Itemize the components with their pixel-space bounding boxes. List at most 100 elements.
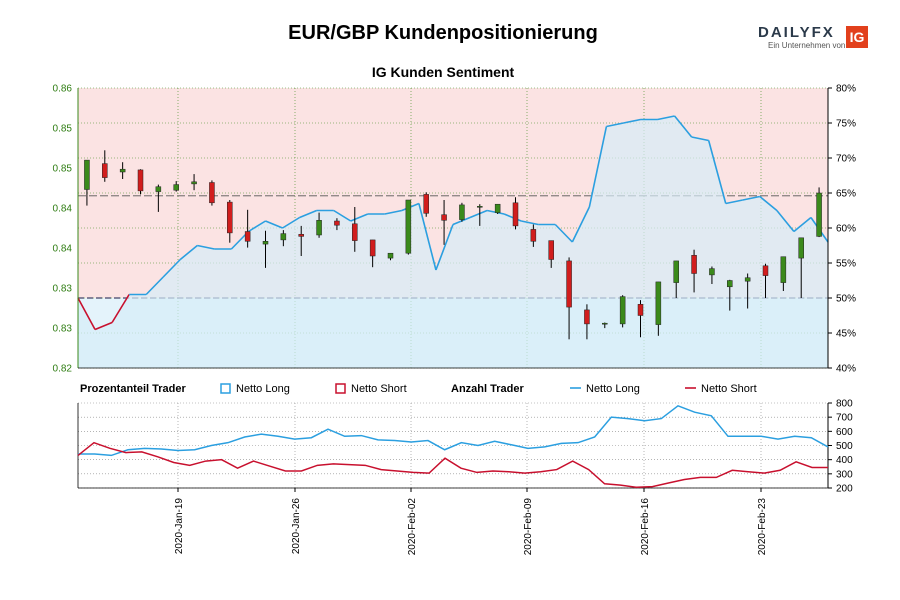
legend-short-box xyxy=(335,383,346,394)
chart-title: EUR/GBP Kundenpositionierung xyxy=(288,22,598,44)
sentiment-segment xyxy=(725,199,743,205)
percent-tick-label: 45% xyxy=(836,329,856,340)
x-axis-labels: 2020-Jan-19 2020-Jan-26 2020-Feb-02 2020-Fe… xyxy=(174,488,768,555)
candle-body xyxy=(173,184,179,191)
candle-body xyxy=(84,159,90,190)
count-tick-label: 400 xyxy=(836,455,853,466)
candle-body xyxy=(798,237,804,259)
candle-body xyxy=(548,240,554,260)
count-tick-label: 300 xyxy=(836,469,853,480)
candle-body xyxy=(298,234,304,237)
sentiment-segment xyxy=(333,209,352,222)
sentiment-segment xyxy=(606,122,624,128)
sentiment-segment xyxy=(571,206,591,243)
percent-tick-label: 55% xyxy=(836,259,856,270)
sentiment-segment xyxy=(94,321,113,331)
count-tick-label: 600 xyxy=(836,427,853,438)
legend-count-long-label: Netto Long xyxy=(586,383,640,395)
candle-body xyxy=(334,220,340,226)
sentiment-segment xyxy=(418,203,437,271)
chart-subtitle: IG Kunden Sentiment xyxy=(371,64,515,80)
legend-count-header: Anzahl Trader xyxy=(451,383,524,395)
count-short-line xyxy=(77,441,828,489)
sentiment-segment xyxy=(179,244,198,261)
sentiment-segment xyxy=(384,209,403,215)
sentiment-segment xyxy=(742,195,760,201)
legend-long-box xyxy=(220,383,231,394)
axes: 0.86 0.85 0.85 0.84 0.84 0.83 0.83 0.82 80% 75% 70… xyxy=(53,84,857,375)
candle-body xyxy=(155,186,162,192)
price-tick-label: 0.82 xyxy=(53,364,73,375)
x-tick-label: 2020-Feb-23 xyxy=(757,498,768,556)
candle-body xyxy=(691,255,697,274)
candles xyxy=(84,150,822,340)
candle-body xyxy=(637,304,644,316)
candle-body xyxy=(673,260,679,283)
candle-body xyxy=(816,192,822,237)
candle-body xyxy=(512,202,519,227)
sentiment-segment xyxy=(521,220,539,226)
legend-count-short-label: Netto Short xyxy=(701,383,757,395)
x-tick-label: 2020-Feb-16 xyxy=(640,498,651,556)
candle-body xyxy=(316,220,322,236)
count-panel: 800 700 600 500 400 300 200 xyxy=(77,399,853,495)
candle-body xyxy=(619,296,626,325)
x-tick-label: 2020-Jan-19 xyxy=(174,498,185,555)
price-tick-label: 0.84 xyxy=(53,244,73,255)
count-tick-label: 700 xyxy=(836,413,853,424)
sentiment-segment xyxy=(197,244,215,250)
price-tick-label: 0.86 xyxy=(53,84,73,95)
candle-body xyxy=(405,199,412,254)
candle-body xyxy=(530,229,537,242)
price-tick-label: 0.84 xyxy=(53,204,73,215)
candle-body xyxy=(441,214,447,221)
sentiment-segment xyxy=(657,115,675,121)
candle-body xyxy=(602,322,608,325)
candle-body xyxy=(280,233,287,241)
candle-body xyxy=(369,239,376,257)
sentiment-segment xyxy=(776,209,795,233)
brand-name: DAILYFX xyxy=(758,24,835,41)
price-tick-label: 0.85 xyxy=(53,124,73,135)
sentiment-segment xyxy=(588,126,608,208)
percent-tick-label: 40% xyxy=(836,364,856,375)
sentiment-segment xyxy=(469,209,488,219)
sentiment-segment xyxy=(759,195,778,212)
sentiment-segment xyxy=(707,140,727,204)
brand-badge: IG xyxy=(846,26,868,48)
x-tick-label: 2020-Feb-09 xyxy=(523,498,534,556)
candle-body xyxy=(387,252,394,259)
count-tick-label: 800 xyxy=(836,399,853,410)
candle-body xyxy=(709,268,715,276)
candle-body xyxy=(262,241,269,245)
x-tick-label: 2020-Feb-02 xyxy=(407,498,418,556)
percent-tick-label: 65% xyxy=(836,189,856,200)
brand-tagline: Ein Unternehmen von xyxy=(768,41,846,50)
candle-body xyxy=(494,203,501,213)
candle-body xyxy=(102,163,108,178)
candle-body xyxy=(655,281,662,325)
candle-body xyxy=(584,309,590,325)
x-tick-label: 2020-Jan-26 xyxy=(291,498,302,555)
percent-tick-label: 70% xyxy=(836,154,856,165)
sentiment-segment xyxy=(793,216,812,233)
legend-percent-header: Prozentanteil Trader xyxy=(80,383,186,395)
price-tick-label: 0.83 xyxy=(53,284,73,295)
candle-body xyxy=(780,256,787,283)
sentiment-segment xyxy=(265,220,283,229)
candle-body xyxy=(762,265,769,276)
sentiment-segment xyxy=(248,220,266,233)
sentiment-segment xyxy=(623,118,641,124)
candle-body xyxy=(227,201,233,234)
sentiment-segment xyxy=(435,224,454,271)
percent-tick-label: 75% xyxy=(836,119,856,130)
sentiment-segment xyxy=(111,294,130,323)
candle-body xyxy=(137,169,144,192)
percent-tick-label: 50% xyxy=(836,294,856,305)
sentiment-segment xyxy=(554,223,573,243)
sentiment-segment xyxy=(673,115,693,138)
sentiment-segment xyxy=(503,213,522,222)
candle-body xyxy=(477,206,483,208)
candle-body xyxy=(459,204,465,220)
